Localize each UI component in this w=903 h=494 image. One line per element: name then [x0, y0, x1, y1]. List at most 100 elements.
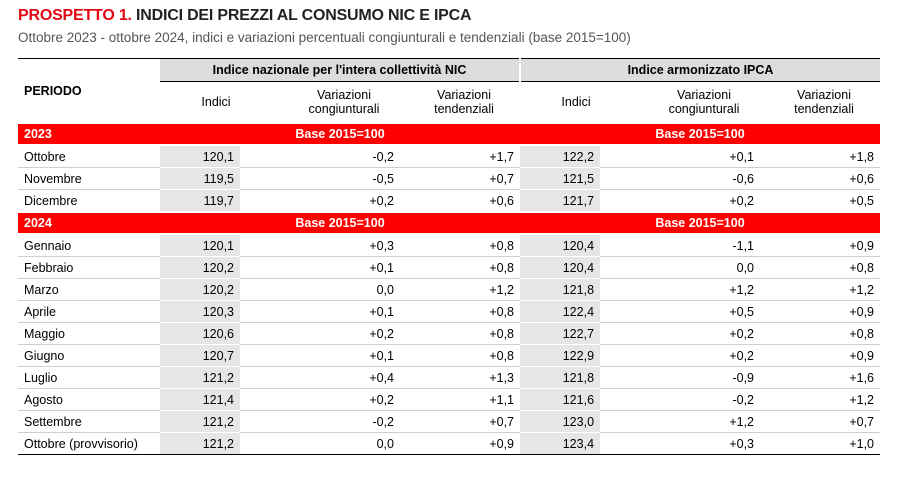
value-cell: +0,2	[600, 322, 761, 345]
column-header: Variazioni congiunturali	[668, 88, 740, 116]
value-cell: +1,6	[760, 366, 881, 389]
value-cell: +0,7	[400, 410, 521, 433]
value-cell: 120,2	[160, 278, 240, 301]
value-cell: 121,2	[160, 366, 240, 389]
value-cell: +0,6	[400, 189, 521, 213]
value-cell: +0,8	[400, 322, 521, 345]
value-cell: +1,3	[400, 366, 521, 389]
group-header: Indice nazionale per l'intera collettivi…	[160, 58, 521, 82]
title-text: INDICI DEI PREZZI AL CONSUMO NIC E IPCA	[136, 7, 472, 24]
value-cell: 0,0	[240, 278, 400, 301]
subtitle: Ottobre 2023 - ottobre 2024, indici e va…	[18, 30, 631, 45]
section-base: Base 2015=100	[520, 211, 881, 235]
value-cell: +0,7	[400, 167, 521, 190]
column-header-cell: Indici	[520, 81, 601, 124]
value-cell: +0,2	[600, 344, 761, 367]
value-cell: +0,8	[400, 300, 521, 323]
value-cell: 121,5	[520, 167, 601, 190]
value-cell: -1,1	[600, 234, 761, 257]
value-cell: +0,1	[240, 344, 400, 367]
column-header-cell: Variazioni congiunturali	[240, 81, 400, 124]
period-cell: Maggio	[18, 322, 160, 345]
data-row: Marzo 120,2 0,0 +1,2 121,8 +1,2 +1,2	[18, 278, 881, 301]
period-cell: Gennaio	[18, 234, 160, 257]
value-cell: +0,5	[760, 189, 881, 213]
value-cell: +0,1	[240, 256, 400, 279]
value-cell: +1,1	[400, 388, 521, 411]
value-cell: +0,2	[600, 189, 761, 213]
value-cell: +1,2	[600, 410, 761, 433]
value-cell: -0,6	[600, 167, 761, 190]
prices-table: PERIODO Indice nazionale per l'intera co…	[18, 58, 881, 455]
value-cell: -0,2	[240, 145, 400, 168]
data-row: Settembre 121,2 -0,2 +0,7 123,0 +1,2 +0,7	[18, 410, 881, 433]
period-cell: Ottobre (provvisorio)	[18, 432, 160, 455]
value-cell: 120,6	[160, 322, 240, 345]
value-cell: +0,5	[600, 300, 761, 323]
column-header-cell: Variazioni tendenziali	[760, 81, 881, 124]
value-cell: +1,2	[600, 278, 761, 301]
value-cell: +0,2	[240, 322, 400, 345]
value-cell: 120,4	[520, 234, 601, 257]
column-header: Variazioni tendenziali	[434, 88, 494, 116]
data-row: Gennaio 120,1 +0,3 +0,8 120,4 -1,1 +0,9	[18, 234, 881, 257]
value-cell: 119,7	[160, 189, 240, 213]
data-row: Novembre 119,5 -0,5 +0,7 121,5 -0,6 +0,6	[18, 167, 881, 190]
section-row: 2023 Base 2015=100 Base 2015=100	[18, 122, 881, 146]
value-cell: +1,2	[400, 278, 521, 301]
period-cell: Settembre	[18, 410, 160, 433]
value-cell: 123,0	[520, 410, 601, 433]
data-row: Ottobre 120,1 -0,2 +1,7 122,2 +0,1 +1,8	[18, 145, 881, 168]
data-row: Luglio 121,2 +0,4 +1,3 121,8 -0,9 +1,6	[18, 366, 881, 389]
value-cell: +0,8	[760, 256, 881, 279]
column-header: Indici	[561, 95, 591, 109]
value-cell: -0,2	[240, 410, 400, 433]
value-cell: 120,4	[520, 256, 601, 279]
value-cell: 120,2	[160, 256, 240, 279]
value-cell: 121,4	[160, 388, 240, 411]
value-cell: 121,2	[160, 410, 240, 433]
value-cell: 121,2	[160, 432, 240, 455]
value-cell: 122,4	[520, 300, 601, 323]
title: PROSPETTO 1. INDICI DEI PREZZI AL CONSUM…	[18, 7, 472, 25]
value-cell: +0,2	[240, 189, 400, 213]
value-cell: 120,1	[160, 234, 240, 257]
value-cell: 121,8	[520, 278, 601, 301]
section-base: Base 2015=100	[160, 211, 521, 235]
value-cell: 122,7	[520, 322, 601, 345]
section-year: 2024	[18, 211, 160, 235]
value-cell: +1,7	[400, 145, 521, 168]
column-header: Variazioni tendenziali	[794, 88, 854, 116]
value-cell: +0,9	[760, 300, 881, 323]
period-cell: Novembre	[18, 167, 160, 190]
period-cell: Ottobre	[18, 145, 160, 168]
value-cell: +1,8	[760, 145, 881, 168]
data-row: Maggio 120,6 +0,2 +0,8 122,7 +0,2 +0,8	[18, 322, 881, 345]
value-cell: -0,9	[600, 366, 761, 389]
value-cell: +0,1	[240, 300, 400, 323]
value-cell: +1,2	[760, 278, 881, 301]
value-cell: 121,7	[520, 189, 601, 213]
data-row: Dicembre 119,7 +0,2 +0,6 121,7 +0,2 +0,5	[18, 189, 881, 213]
period-cell: Aprile	[18, 300, 160, 323]
section-year: 2023	[18, 122, 160, 146]
value-cell: +0,8	[400, 256, 521, 279]
column-header-cell: Variazioni tendenziali	[400, 81, 521, 124]
column-header-cell: Variazioni congiunturali	[600, 81, 761, 124]
value-cell: +0,6	[760, 167, 881, 190]
data-row: Aprile 120,3 +0,1 +0,8 122,4 +0,5 +0,9	[18, 300, 881, 323]
value-cell: 121,6	[520, 388, 601, 411]
period-cell: Agosto	[18, 388, 160, 411]
period-cell: Dicembre	[18, 189, 160, 213]
title-lead: PROSPETTO 1.	[18, 7, 132, 24]
column-header: Variazioni congiunturali	[308, 88, 380, 116]
column-header: Indici	[201, 95, 231, 109]
value-cell: +0,3	[600, 432, 761, 455]
value-cell: 121,8	[520, 366, 601, 389]
section-base: Base 2015=100	[160, 122, 521, 146]
value-cell: +1,2	[760, 388, 881, 411]
value-cell: +0,9	[760, 344, 881, 367]
data-row: Febbraio 120,2 +0,1 +0,8 120,4 0,0 +0,8	[18, 256, 881, 279]
period-cell: Luglio	[18, 366, 160, 389]
